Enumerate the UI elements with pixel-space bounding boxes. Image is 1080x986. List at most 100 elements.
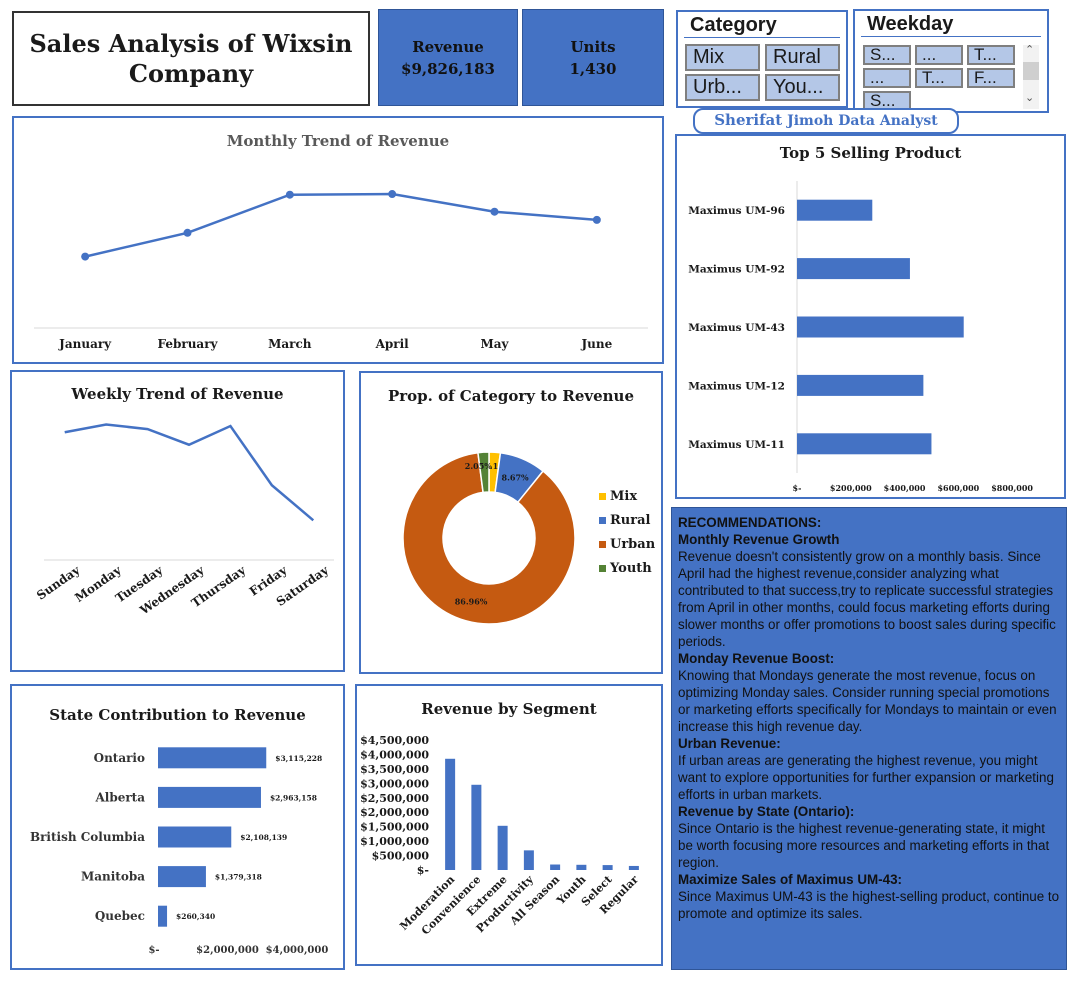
- donut-slice-urban: [402, 451, 576, 625]
- top5-x-tick-0: $-: [793, 483, 802, 493]
- top5-category-label-2: Maximus UM-92: [688, 264, 785, 276]
- category-chart-title: Prop. of Category to Revenue: [387, 387, 635, 405]
- top5-bar-4: [797, 374, 924, 396]
- scroll-up-icon[interactable]: ⌃: [1025, 44, 1035, 56]
- monthly-point-february: [183, 228, 192, 237]
- segment-y-tick-2: $1,000,000: [360, 835, 429, 848]
- rec-text-monthly: Revenue doesn't consistently grow on a m…: [678, 549, 1056, 649]
- top5-x-tick-3: $600,000: [937, 483, 979, 493]
- slicer-item-urban[interactable]: Urb...: [685, 74, 760, 101]
- segment-revenue-panel: Revenue by Segment $- $500,000 $1,000,000 $…: [355, 684, 663, 966]
- rec-text-state: Since Ontario is the highest revenue-gen…: [678, 821, 1050, 870]
- segment-bar-regular: [628, 865, 639, 870]
- author-badge: Sherifat Jimoh Data Analyst: [693, 108, 959, 134]
- top5-category-label-3: Maximus UM-43: [688, 322, 785, 334]
- state-category-label-1: Ontario: [94, 751, 145, 765]
- state-category-label-5: Quebec: [95, 909, 145, 923]
- slicer-item-wednesday[interactable]: ...: [863, 68, 911, 88]
- state-data-label-2: $2,963,158: [270, 793, 317, 802]
- legend-label-rural: Rural: [610, 513, 651, 528]
- weekday-slicer-title: Weekday: [861, 11, 1041, 37]
- kpi-revenue-card: Revenue $9,826,183: [378, 9, 518, 106]
- slicer-item-rural[interactable]: Rural: [765, 44, 840, 71]
- state-category-label-4: Manitoba: [81, 870, 145, 884]
- monthly-tick-april: April: [375, 337, 410, 351]
- state-category-label-2: Alberta: [94, 790, 145, 804]
- segment-y-tick-3: $1,500,000: [360, 821, 429, 834]
- top5-bar-chart: Maximus UM-96 Maximus UM-92 Maximus UM-43 M…: [688, 181, 1033, 493]
- state-x-tick-2: $4,000,000: [266, 945, 329, 956]
- kpi-units-label: Units: [570, 37, 616, 56]
- recommendations-panel: RECOMMENDATIONS: Monthly Revenue Growth …: [671, 507, 1067, 970]
- rec-title-maximus: Maximize Sales of Maximus UM-43:: [678, 872, 902, 887]
- category-slicer: Category Mix Rural Urb... You...: [676, 10, 848, 108]
- segment-y-tick-7: $3,500,000: [360, 763, 429, 776]
- legend-swatch-mix: [599, 493, 606, 500]
- monthly-point-march: [285, 190, 294, 199]
- recommendations-heading: RECOMMENDATIONS:: [678, 515, 822, 530]
- rec-title-urban: Urban Revenue:: [678, 736, 781, 751]
- kpi-units-card: Units 1,430: [522, 9, 664, 106]
- kpi-revenue-label: Revenue: [412, 37, 484, 56]
- top5-category-label-1: Maximus UM-96: [688, 205, 785, 217]
- top5-products-panel: Top 5 Selling Product Maximus UM-96 Maxim…: [675, 134, 1066, 499]
- segment-y-tick-0: $-: [417, 864, 429, 877]
- donut-label-rural: 8.67%: [502, 472, 529, 482]
- kpi-revenue-value: $9,826,183: [401, 59, 495, 78]
- slicer-item-monday[interactable]: ...: [915, 45, 963, 65]
- monthly-point-june: [592, 215, 601, 224]
- state-data-label-5: $260,340: [176, 912, 215, 921]
- dashboard-title: Sales Analysis of Wixsin Company: [12, 11, 370, 106]
- title-line-2: Company: [128, 58, 254, 88]
- legend-label-urban: Urban: [610, 537, 656, 552]
- monthly-tick-june: June: [580, 337, 612, 351]
- slicer-scrollbar[interactable]: [1023, 45, 1039, 109]
- top5-bar-2: [797, 258, 910, 280]
- segment-y-tick-1: $500,000: [372, 850, 430, 863]
- segment-y-tick-4: $2,000,000: [360, 806, 429, 819]
- monthly-line-chart: January February March April May June: [34, 190, 648, 351]
- top5-x-tick-2: $400,000: [884, 483, 926, 493]
- segment-bar-all-season: [550, 864, 561, 870]
- state-data-label-4: $1,379,318: [215, 873, 262, 882]
- legend-swatch-youth: [599, 565, 606, 572]
- monthly-point-may: [490, 207, 499, 216]
- legend-label-youth: Youth: [609, 561, 652, 576]
- scroll-down-icon[interactable]: ⌄: [1025, 92, 1035, 104]
- segment-bar-chart: $-$500,000 $1,000,000$1,500,000 $2,000,000…: [360, 734, 641, 938]
- donut-slice-youth: [477, 451, 490, 494]
- legend-label-mix: Mix: [610, 489, 637, 504]
- top5-category-label-5: Maximus UM-11: [688, 439, 785, 451]
- slicer-item-friday[interactable]: F...: [967, 68, 1015, 88]
- author-first-name: Sherifat: [714, 111, 783, 129]
- monthly-tick-may: May: [480, 337, 509, 351]
- state-bar-chart: Ontario $3,115,228 Alberta $2,963,158 Britis…: [30, 747, 329, 956]
- top5-bar-5: [797, 433, 932, 455]
- state-x-tick-0: $-: [148, 945, 159, 956]
- title-line-1: Sales Analysis of Wixsin: [29, 28, 353, 58]
- monthly-point-january: [81, 252, 90, 261]
- slicer-item-mix[interactable]: Mix: [685, 44, 760, 71]
- segment-bar-productivity: [523, 850, 534, 870]
- slicer-item-sunday[interactable]: S...: [863, 45, 911, 65]
- rec-text-urban: If urban areas are generating the highes…: [678, 753, 1054, 802]
- state-bar-3: [158, 826, 232, 848]
- state-chart-title: State Contribution to Revenue: [49, 706, 306, 724]
- author-rest: Jimoh Data Analyst: [787, 113, 938, 129]
- state-data-label-3: $2,108,139: [240, 833, 287, 842]
- slicer-item-youth[interactable]: You...: [765, 74, 840, 101]
- monthly-tick-january: January: [58, 337, 112, 351]
- state-bar-4: [158, 866, 206, 888]
- slicer-item-tuesday[interactable]: T...: [967, 45, 1015, 65]
- rec-text-maximus: Since Maximus UM-43 is the highest-selli…: [678, 889, 1060, 921]
- scrollbar-thumb[interactable]: [1023, 62, 1039, 80]
- top5-chart-title: Top 5 Selling Product: [779, 144, 962, 162]
- rec-title-monthly: Monthly Revenue Growth: [678, 532, 840, 547]
- state-bar-2: [158, 786, 261, 808]
- segment-y-tick-8: $4,000,000: [360, 748, 429, 761]
- rec-title-state: Revenue by State (Ontario):: [678, 804, 855, 819]
- top5-bar-1: [797, 199, 873, 221]
- category-slicer-title: Category: [684, 12, 840, 38]
- segment-bar-convenience: [471, 784, 482, 870]
- slicer-item-thursday[interactable]: T...: [915, 68, 963, 88]
